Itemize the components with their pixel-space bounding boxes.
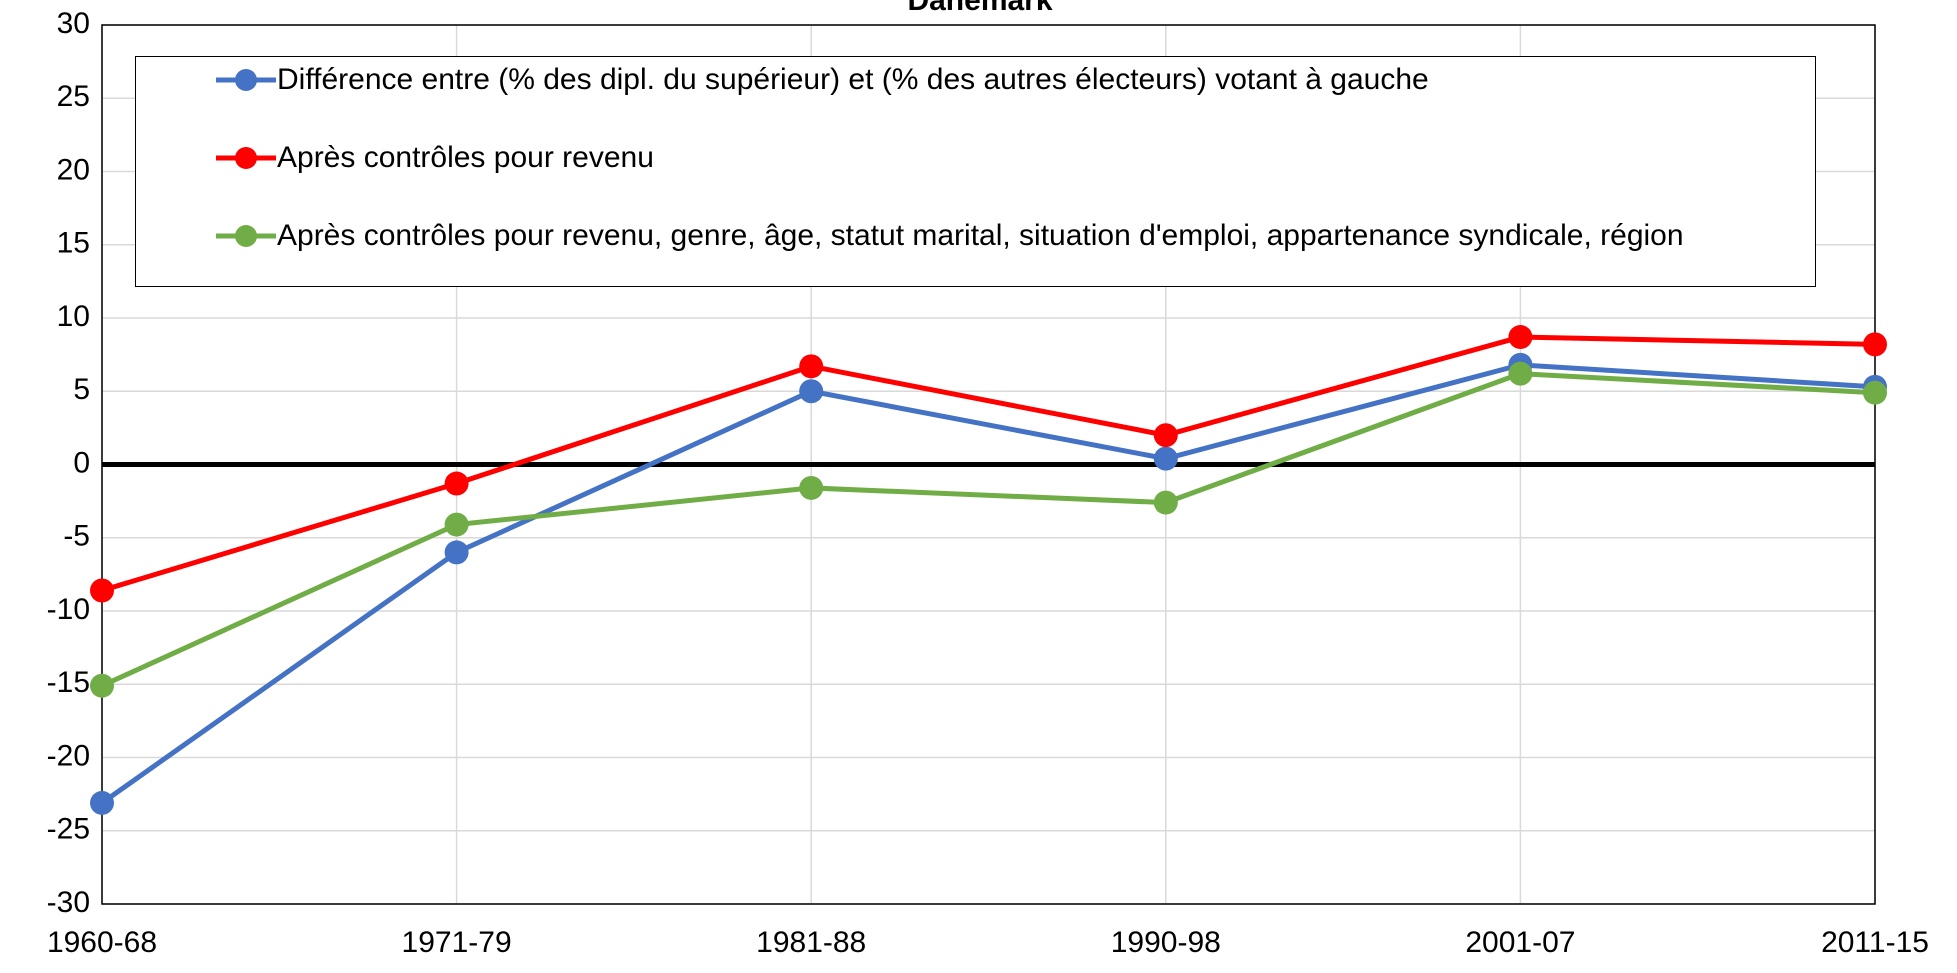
y-tick-label: -20 — [47, 739, 90, 772]
legend: Différence entre (% des dipl. du supérie… — [135, 56, 1816, 287]
y-tick-label: 5 — [73, 373, 90, 406]
y-tick-label: -10 — [47, 593, 90, 626]
data-point — [444, 471, 469, 496]
x-tick-label: 1981-88 — [756, 926, 866, 959]
legend-swatch — [216, 147, 276, 169]
data-point — [799, 475, 824, 500]
y-tick-label: -5 — [63, 520, 90, 553]
legend-marker — [235, 69, 257, 91]
y-tick-label: 30 — [57, 7, 90, 40]
data-point — [1863, 380, 1887, 405]
y-tick-label: -30 — [47, 886, 90, 919]
legend-swatch — [216, 69, 276, 91]
x-tick-label: 1990-98 — [1111, 926, 1221, 959]
legend-label: Après contrôles pour revenu — [277, 141, 654, 174]
x-tick-label: 1960-68 — [47, 926, 157, 959]
data-point — [1508, 361, 1533, 386]
y-tick-label: 0 — [73, 446, 90, 479]
legend-marker — [235, 225, 257, 247]
y-tick-label: 25 — [57, 80, 90, 113]
series-line — [100, 362, 1876, 805]
y-tick-label: -15 — [47, 666, 90, 699]
data-point — [1153, 446, 1178, 471]
y-tick-label: 20 — [57, 153, 90, 186]
data-point — [90, 673, 114, 698]
legend-marker — [235, 147, 257, 169]
data-point — [799, 354, 824, 379]
data-point — [444, 512, 469, 537]
data-point — [444, 540, 469, 565]
chart-title: Danemark — [907, 0, 1052, 17]
data-point — [1863, 332, 1887, 357]
x-tick-label: 2011-15 — [1821, 926, 1929, 959]
data-point — [1153, 490, 1178, 515]
legend-swatch — [216, 225, 276, 247]
data-point — [799, 379, 824, 404]
y-tick-label: -25 — [47, 813, 90, 846]
y-tick-label: 15 — [57, 227, 90, 260]
series-line — [100, 371, 1876, 688]
legend-label: Après contrôles pour revenu, genre, âge,… — [277, 219, 1684, 252]
data-point — [90, 578, 114, 603]
series-line — [101, 334, 1876, 593]
x-tick-label: 1971-79 — [402, 926, 512, 959]
data-point — [90, 790, 114, 815]
legend-label: Différence entre (% des dipl. du supérie… — [277, 63, 1429, 96]
x-tick-label: 2001-07 — [1465, 926, 1575, 959]
y-tick-label: 10 — [57, 300, 90, 333]
data-point — [1508, 325, 1533, 350]
data-point — [1153, 423, 1178, 448]
